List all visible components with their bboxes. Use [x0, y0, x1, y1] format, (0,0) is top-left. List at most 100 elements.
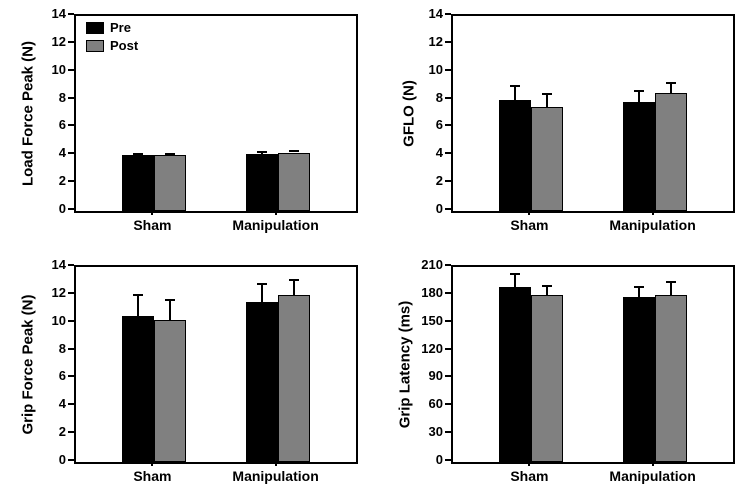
error-bar [293, 280, 295, 295]
bar-pre [623, 102, 655, 211]
error-bar [137, 295, 139, 316]
bar-pre [499, 100, 531, 211]
error-cap [257, 283, 267, 285]
legend-label-pre: Pre [110, 20, 131, 35]
ytick [445, 208, 451, 210]
error-cap [289, 150, 299, 152]
ytick [445, 264, 451, 266]
ytick-label: 6 [407, 117, 443, 132]
xtick [151, 460, 153, 466]
ytick-label: 10 [407, 62, 443, 77]
error-cap [510, 85, 520, 87]
ytick-label: 10 [30, 62, 66, 77]
xtick [528, 209, 530, 215]
ytick [68, 180, 74, 182]
error-cap [510, 273, 520, 275]
bar-post [655, 295, 687, 462]
xtick [652, 209, 654, 215]
error-bar [670, 83, 672, 93]
ytick [68, 97, 74, 99]
ytick [68, 403, 74, 405]
error-bar [261, 284, 263, 302]
ytick [68, 292, 74, 294]
ytick [445, 97, 451, 99]
error-cap [634, 90, 644, 92]
ytick [445, 320, 451, 322]
ytick-label: 12 [30, 285, 66, 300]
panel-grip-force-peak: Grip Force Peak (N) 02468101214ShamManip… [0, 251, 377, 503]
ytick [68, 348, 74, 350]
error-bar [638, 91, 640, 102]
ytick [68, 375, 74, 377]
bar-post [278, 153, 310, 212]
category-label: Manipulation [593, 468, 713, 484]
category-label: Manipulation [216, 217, 336, 233]
ytick [445, 69, 451, 71]
bar-pre [623, 297, 655, 462]
category-label: Sham [469, 217, 589, 233]
ytick-label: 2 [30, 173, 66, 188]
category-label: Sham [469, 468, 589, 484]
ylabel: Load Force Peak (N) [20, 34, 37, 194]
bar-post [154, 155, 186, 211]
ytick [68, 124, 74, 126]
category-label: Sham [92, 217, 212, 233]
ytick-label: 4 [30, 145, 66, 160]
ytick [68, 459, 74, 461]
ytick [68, 320, 74, 322]
ytick-label: 4 [407, 145, 443, 160]
error-bar [546, 94, 548, 107]
ytick-label: 8 [30, 341, 66, 356]
ytick [445, 292, 451, 294]
figure: Load Force Peak (N) Pre Post 0 2 4 6 8 10 12 14… [0, 0, 754, 503]
ytick-label: 120 [407, 341, 443, 356]
ytick-label: 210 [407, 257, 443, 272]
error-cap [165, 153, 175, 155]
ytick-label: 60 [407, 396, 443, 411]
error-cap [257, 151, 267, 153]
error-cap [133, 153, 143, 155]
legend-label-post: Post [110, 38, 138, 53]
bar-pre [122, 316, 154, 462]
ytick-label: 6 [30, 368, 66, 383]
ytick-label: 8 [30, 90, 66, 105]
ytick [445, 180, 451, 182]
bar-post [154, 320, 186, 462]
ytick-label: 0 [30, 452, 66, 467]
ytick-label: 14 [30, 6, 66, 21]
error-bar [546, 286, 548, 295]
xtick [275, 209, 277, 215]
xtick [652, 460, 654, 466]
error-cap [542, 285, 552, 287]
error-bar [514, 86, 516, 100]
ytick-label: 10 [30, 313, 66, 328]
ytick [445, 431, 451, 433]
ytick-label: 180 [407, 285, 443, 300]
ytick [445, 348, 451, 350]
error-cap [165, 299, 175, 301]
ytick-label: 150 [407, 313, 443, 328]
panel-grip-latency: Grip Latency (ms) 0306090120150180210Sha… [377, 251, 754, 503]
bar-pre [122, 155, 154, 211]
bar-post [655, 93, 687, 211]
ytick [445, 13, 451, 15]
ytick-label: 14 [30, 257, 66, 272]
ytick [445, 375, 451, 377]
ytick-label: 2 [30, 424, 66, 439]
ytick [68, 208, 74, 210]
ytick-label: 0 [407, 452, 443, 467]
category-label: Manipulation [216, 468, 336, 484]
xtick [275, 460, 277, 466]
bar-post [531, 107, 563, 211]
ytick-label: 8 [407, 90, 443, 105]
bar-post [531, 295, 563, 462]
ytick-label: 30 [407, 424, 443, 439]
ytick [68, 431, 74, 433]
ytick-label: 0 [30, 201, 66, 216]
plot-area [451, 265, 735, 464]
error-cap [289, 279, 299, 281]
category-label: Sham [92, 468, 212, 484]
error-cap [542, 93, 552, 95]
panel-gflo: GFLO (N) 02468101214ShamManipulation [377, 0, 754, 251]
plot-area [74, 265, 358, 464]
